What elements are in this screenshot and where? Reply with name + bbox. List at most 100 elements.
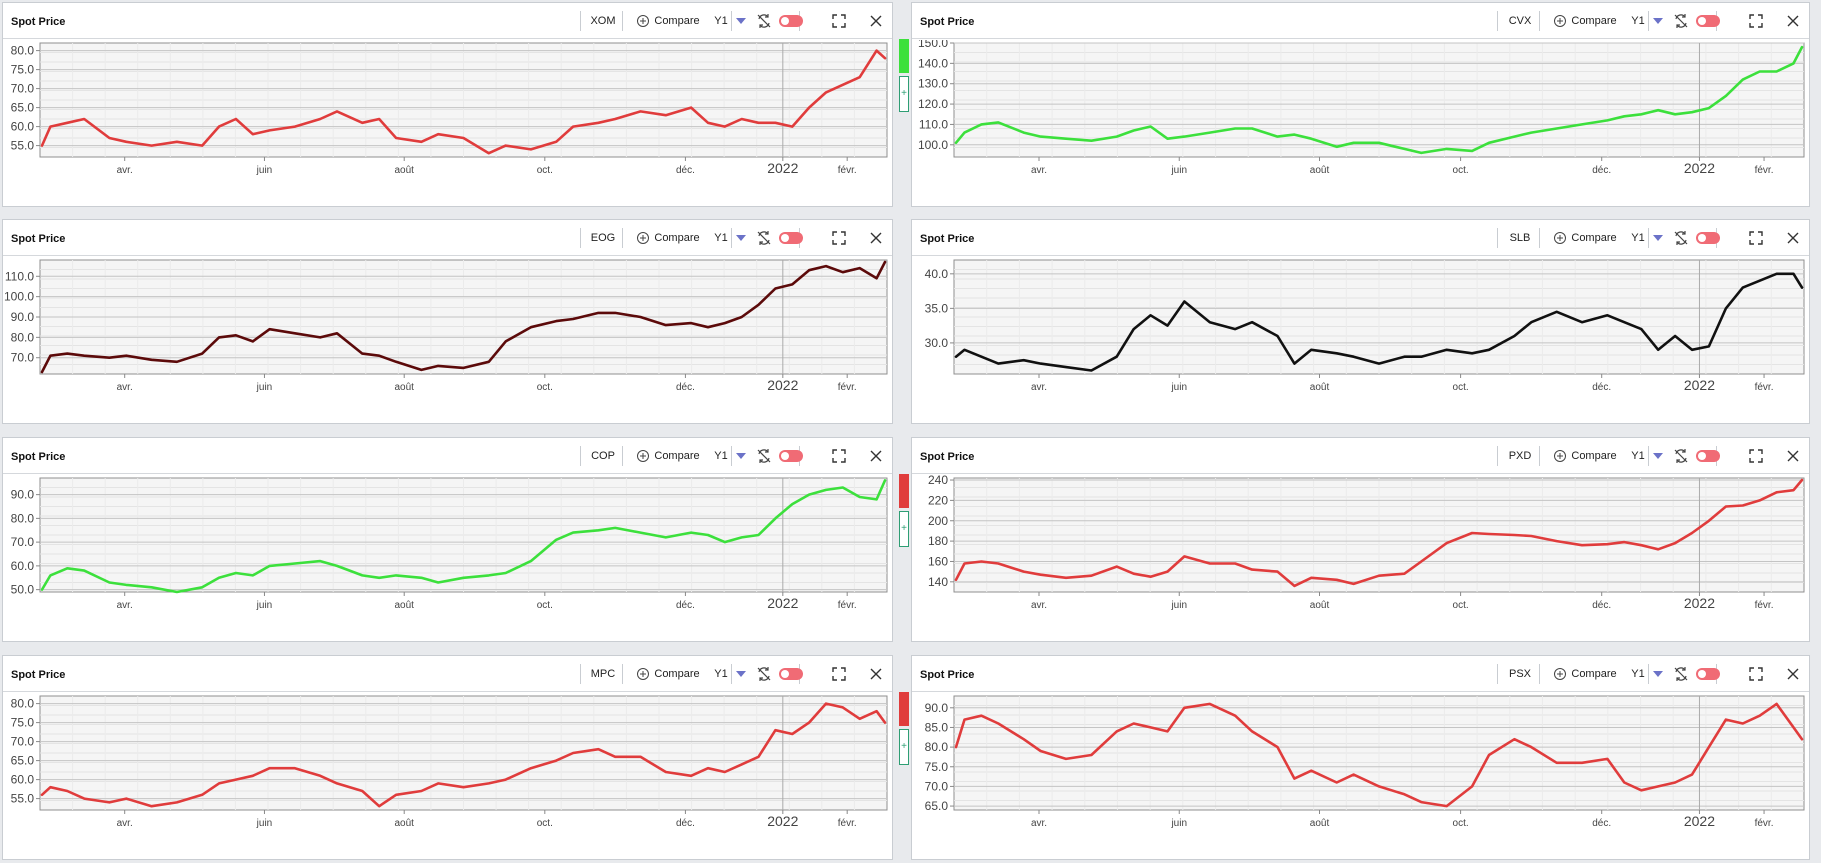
toggle-switch[interactable] [778,3,804,39]
compare-button[interactable]: Compare [628,3,708,39]
ticker-label[interactable]: CVX [1508,15,1532,27]
x-tick-label: avr. [117,165,133,176]
data-point [218,125,220,128]
close-icon[interactable] [868,438,884,474]
compare-button[interactable]: Compare [628,438,708,474]
sync-off-icon[interactable] [755,656,773,692]
expand-icon[interactable] [1747,3,1765,39]
expand-icon[interactable] [830,220,848,256]
x-tick-label: 2022 [767,160,798,176]
toggle-switch[interactable] [778,656,804,692]
chevron-down-icon[interactable] [735,220,747,256]
y-tick-label: 140.0 [918,56,948,70]
compare-label: Compare [1571,668,1617,680]
compare-button[interactable]: Compare [628,656,708,692]
ticker-label[interactable]: EOG [590,232,616,244]
chevron-down-icon[interactable] [735,656,747,692]
close-icon[interactable] [868,3,884,39]
data-point [395,794,397,796]
ticker-label[interactable]: MPC [590,668,616,680]
add-series-button[interactable]: + [899,76,909,112]
data-point [150,144,153,147]
toggle-switch[interactable] [1695,3,1721,39]
sync-off-icon[interactable] [755,220,773,256]
plus-circle-icon [1554,232,1567,244]
data-point [108,801,111,804]
period-select[interactable]: Y1 [714,15,728,27]
sync-off-icon[interactable] [1672,3,1690,39]
data-point [1471,532,1473,534]
close-icon[interactable] [1785,438,1801,474]
sync-off-icon[interactable] [1672,438,1690,474]
compare-button[interactable]: Compare [1545,220,1625,256]
sync-off-icon[interactable] [755,438,773,474]
toggle-switch[interactable] [1695,438,1721,474]
data-point [1276,570,1279,573]
chevron-down-icon[interactable] [1652,438,1664,474]
period-select[interactable]: Y1 [714,450,728,462]
compare-button[interactable]: Compare [628,220,708,256]
sync-off-icon[interactable] [1672,220,1690,256]
close-icon[interactable] [1785,3,1801,39]
ticker-label[interactable]: PSX [1508,668,1531,680]
sync-off-icon[interactable] [1672,656,1690,692]
data-point [1403,148,1406,150]
data-point [555,539,557,541]
expand-icon[interactable] [1747,656,1765,692]
expand-icon[interactable] [830,656,848,692]
data-point [1209,321,1211,323]
toggle-switch[interactable] [1695,220,1721,256]
compare-button[interactable]: Compare [1545,656,1625,692]
toggle-switch[interactable] [1695,656,1721,692]
toggle-switch[interactable] [778,438,804,474]
x-tick-label: juin [1170,382,1187,393]
close-icon[interactable] [868,220,884,256]
sync-off-icon[interactable] [755,3,773,39]
panel-header: Spot Price PSX Compare Y1 [912,656,1809,692]
close-icon[interactable] [868,656,884,692]
period-select[interactable]: Y1 [714,232,728,244]
compare-button[interactable]: Compare [1545,3,1625,39]
x-tick-label: oct. [537,818,553,829]
chevron-down-icon[interactable] [1652,656,1664,692]
chevron-down-icon[interactable] [735,438,747,474]
data-point [235,334,237,337]
ticker-label[interactable]: COP [591,450,615,462]
x-tick-label: avr. [117,600,133,611]
close-icon[interactable] [1785,656,1801,692]
toolbar-separator [1648,228,1649,248]
period-select[interactable]: Y1 [714,668,728,680]
period-select[interactable]: Y1 [1631,15,1645,27]
data-point [530,767,532,769]
expand-icon[interactable] [1747,220,1765,256]
chevron-down-icon[interactable] [1652,3,1664,39]
data-point [639,110,642,113]
close-icon[interactable] [1785,220,1801,256]
chevron-down-icon[interactable] [735,3,747,39]
data-point [1742,78,1744,81]
data-point [1708,520,1710,522]
ticker-label[interactable]: XOM [590,15,616,27]
expand-icon[interactable] [830,3,848,39]
ticker-label[interactable]: SLB [1509,232,1531,244]
data-point [1293,585,1296,587]
toggle-switch[interactable] [778,220,804,256]
add-series-button[interactable]: + [899,729,909,765]
period-select[interactable]: Y1 [1631,450,1645,462]
chevron-down-icon[interactable] [1652,220,1664,256]
add-series-button[interactable]: + [899,511,909,547]
expand-icon[interactable] [1747,438,1765,474]
x-tick-label: déc. [1592,818,1611,829]
y-tick-label: 40.0 [925,267,949,281]
data-point [825,91,827,94]
period-select[interactable]: Y1 [1631,232,1645,244]
expand-icon[interactable] [830,438,848,474]
period-select[interactable]: Y1 [1631,668,1645,680]
data-point [555,141,557,143]
data-point [980,560,983,563]
data-point [825,489,827,491]
data-point [319,336,322,339]
data-point [980,714,983,717]
ticker-label[interactable]: PXD [1508,450,1532,462]
compare-button[interactable]: Compare [1545,438,1625,474]
